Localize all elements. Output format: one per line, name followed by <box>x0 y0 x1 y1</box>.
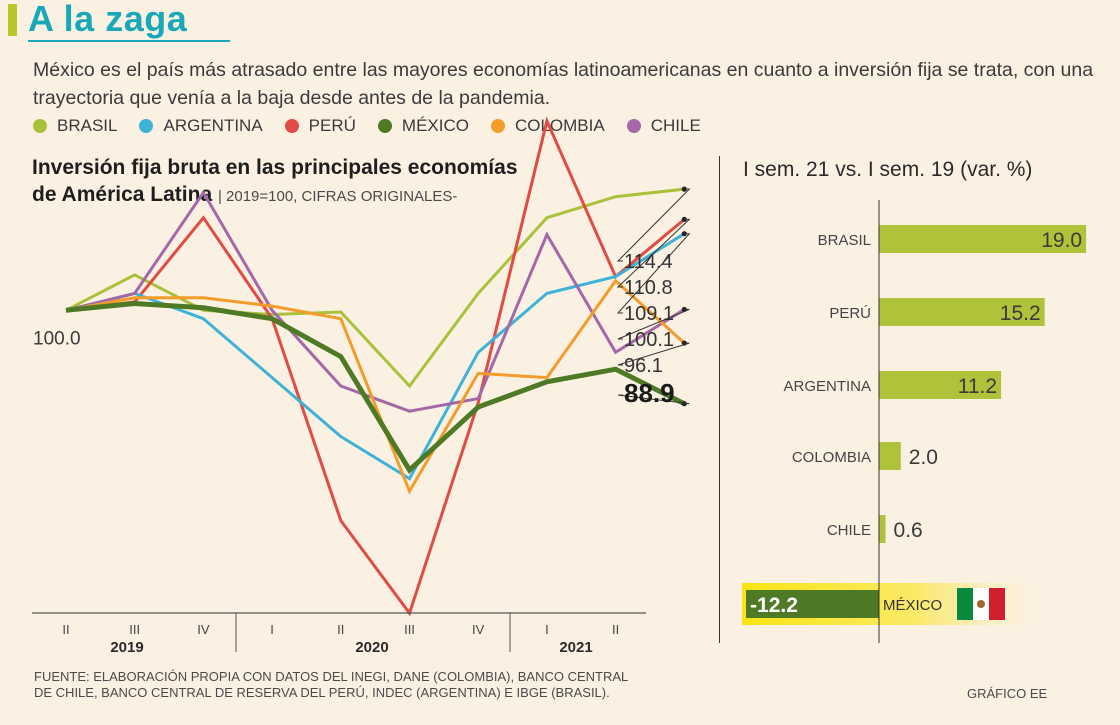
value-label-mexico: -12.2 <box>750 594 798 617</box>
x-tick-label: III <box>404 622 415 637</box>
end-connector-chile <box>617 308 690 340</box>
source-line-1: FUENTE: ELABORACIÓN PROPIA CON DATOS DEL… <box>34 669 629 684</box>
legend-item-chile: CHILE <box>626 116 701 136</box>
end-value-label-colombia: 96.1 <box>624 355 663 377</box>
panel-divider <box>719 156 720 643</box>
x-year-label-2019: 2019 <box>110 639 143 656</box>
legend-dot-peru <box>284 119 299 133</box>
bar-peru <box>879 298 1045 326</box>
line-chart-title: Inversión fija bruta en las principales … <box>32 154 518 210</box>
x-tick-label: III <box>129 622 140 637</box>
x-tick-label: I <box>545 622 549 637</box>
end-connector-colombia <box>617 342 690 366</box>
x-tick-label: II <box>612 622 619 637</box>
legend-item-mexico: MÉXICO <box>377 116 469 136</box>
bar-chile <box>879 515 886 543</box>
category-label-argentina: ARGENTINA <box>783 378 871 395</box>
line-chart-subtitle: | 2019=100, CIFRAS ORIGINALES- <box>217 188 458 205</box>
end-value-label-peru: 110.8 <box>624 277 673 299</box>
legend-dot-colombia <box>490 119 505 133</box>
graphic-credit: GRÁFICO EE <box>967 686 1048 701</box>
value-label-colombia: 2.0 <box>909 446 938 469</box>
x-tick-label: I <box>270 622 274 637</box>
legend-label-peru: PERÚ <box>308 116 356 135</box>
end-connector-peru <box>616 218 691 288</box>
end-connector-brasil <box>616 188 691 262</box>
category-label-mexico: MÉXICO <box>883 597 942 614</box>
line-chart-title-line2: de América Latina <box>32 183 213 206</box>
legend-item-argentina: ARGENTINA <box>139 116 263 136</box>
flag-emblem-icon <box>977 600 985 608</box>
legend-item-peru: PERÚ <box>284 116 356 136</box>
category-label-peru: PERÚ <box>829 305 871 322</box>
category-label-brasil: BRASIL <box>818 232 871 249</box>
end-connector-argentina <box>616 233 691 314</box>
category-label-chile: CHILE <box>827 522 871 539</box>
page-title: A la zaga <box>28 0 188 39</box>
legend-dot-argentina <box>139 119 154 133</box>
series-line-peru <box>65 116 686 617</box>
bar-colombia <box>879 442 901 470</box>
value-label-chile: 0.6 <box>894 519 923 542</box>
start-value-label: 100.0 <box>33 328 81 349</box>
value-label-peru: 15.2 <box>1000 302 1041 325</box>
x-tick-label: II <box>62 622 69 637</box>
end-value-label-brasil: 114.4 <box>624 251 673 273</box>
end-value-label-argentina: 109.1 <box>624 303 674 325</box>
value-label-brasil: 19.0 <box>1041 229 1082 252</box>
legend-label-brasil: BRASIL <box>57 116 118 135</box>
legend-label-mexico: MÉXICO <box>401 116 469 135</box>
end-value-label-chile: 100.1 <box>624 329 674 351</box>
bar-brasil <box>879 225 1087 253</box>
legend-label-argentina: ARGENTINA <box>163 116 263 135</box>
bar-argentina <box>879 371 1002 399</box>
bar-mexico <box>746 590 879 618</box>
legend-dot-chile <box>626 119 641 133</box>
title-underline <box>28 40 230 42</box>
series-line-brasil <box>65 187 685 389</box>
x-year-label-2021: 2021 <box>559 639 592 656</box>
flag-red-stripe <box>989 588 1005 620</box>
x-tick-label: IV <box>472 622 485 637</box>
legend-label-chile: CHILE <box>650 116 701 135</box>
value-label-argentina: 11.2 <box>958 375 997 398</box>
end-value-label-mexico: 88.9 <box>624 378 675 408</box>
legend-label-colombia: COLOMBIA <box>514 116 605 135</box>
legend-item-colombia: COLOMBIA <box>490 116 605 136</box>
series-line-mexico <box>65 300 686 475</box>
line-chart-title-line1: Inversión fija bruta en las principales … <box>32 156 518 179</box>
series-line-chile <box>65 189 686 413</box>
bar-chart-title: I sem. 21 vs. I sem. 19 (var. %) <box>743 158 1033 181</box>
page-subtitle: México es el país más atrasado entre las… <box>33 59 1094 109</box>
category-label-colombia: COLOMBIA <box>792 449 871 466</box>
x-tick-label: II <box>337 622 344 637</box>
series-line-colombia <box>65 278 686 495</box>
legend-item-brasil: BRASIL <box>33 116 117 136</box>
legend: BRASIL ARGENTINA PERÚ MÉXICO COLOMBIA CH… <box>33 114 723 138</box>
x-tick-label: IV <box>197 622 210 637</box>
legend-dot-mexico <box>377 119 392 133</box>
title-accent-bar <box>8 4 17 36</box>
end-connector-mexico <box>617 394 690 405</box>
flag-green-stripe <box>957 588 973 620</box>
legend-dot-brasil <box>33 119 47 133</box>
source-note: FUENTE: ELABORACIÓN PROPIA CON DATOS DEL… <box>34 669 628 701</box>
source-line-2: DE CHILE, BANCO CENTRAL DE RESERVA DEL P… <box>34 685 610 700</box>
x-year-label-2020: 2020 <box>355 639 388 656</box>
